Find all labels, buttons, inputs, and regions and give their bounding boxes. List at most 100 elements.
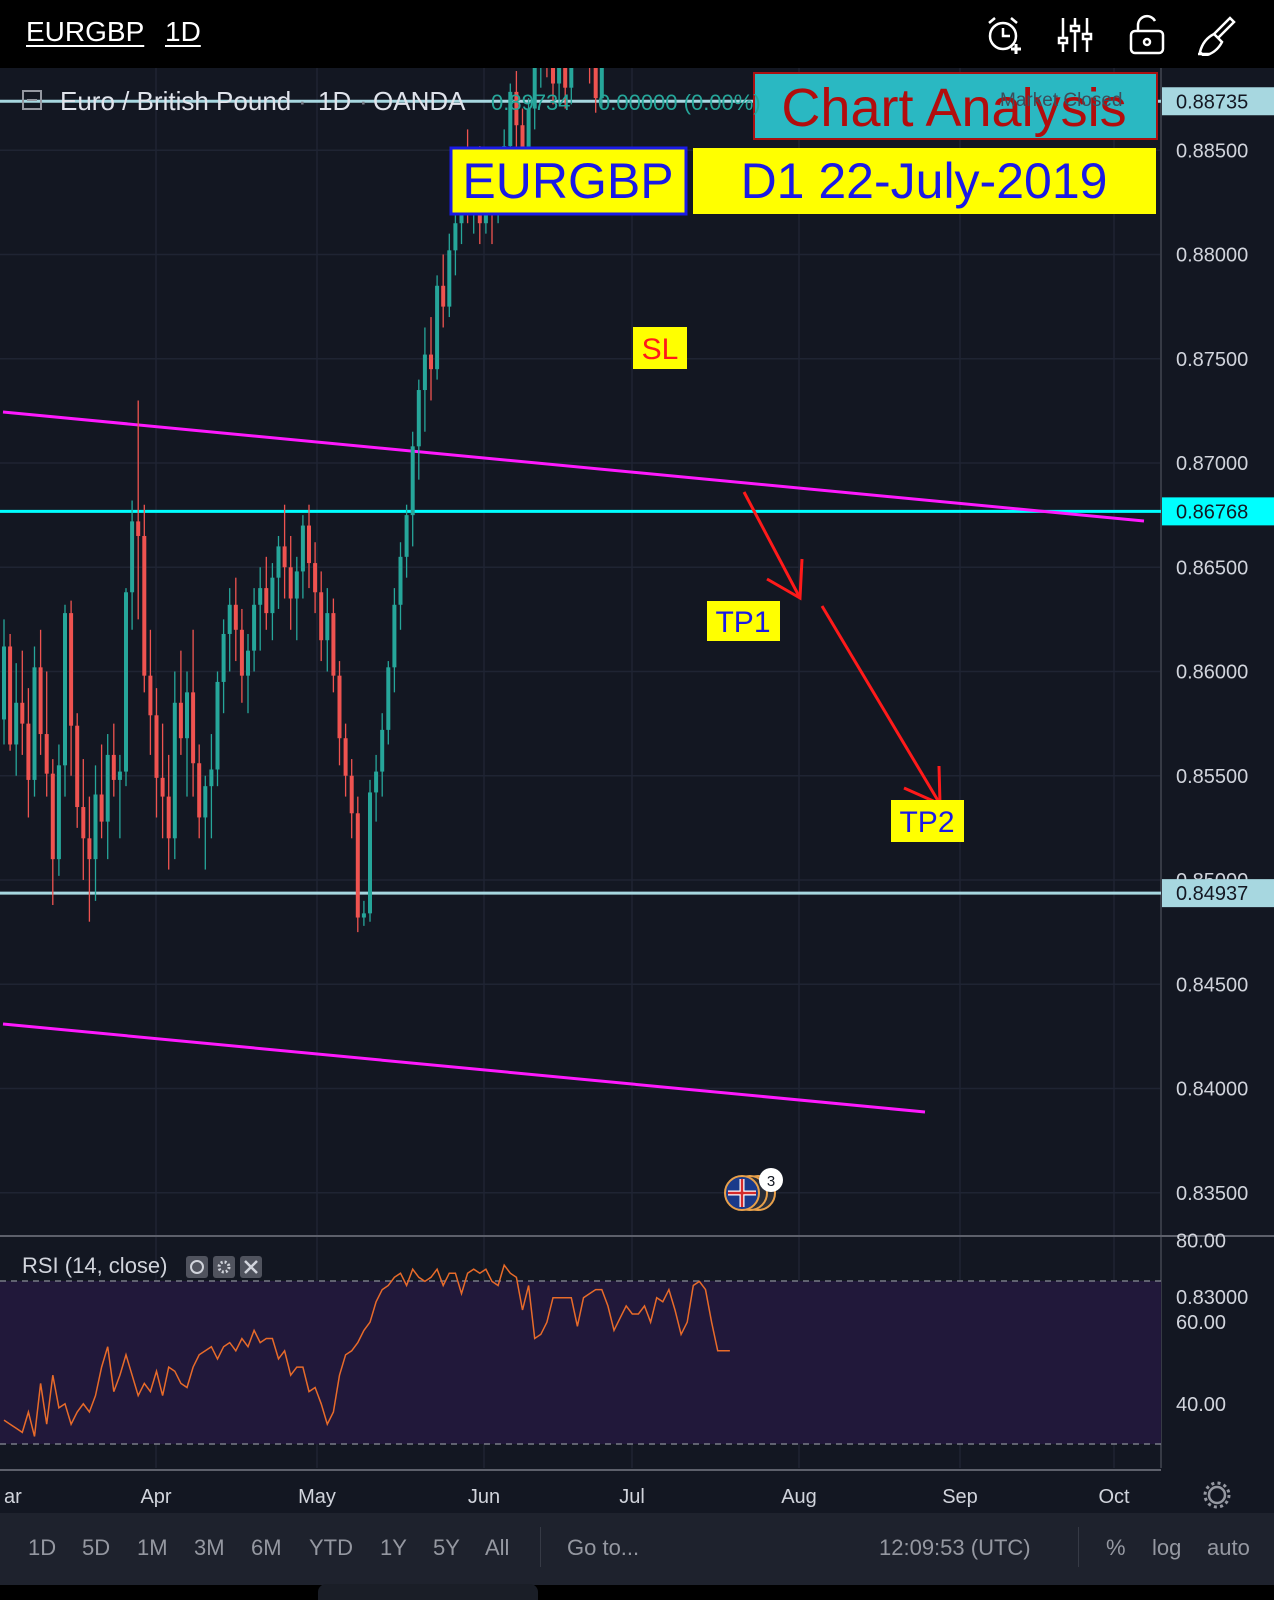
candle[interactable] xyxy=(429,317,433,401)
candle[interactable] xyxy=(398,542,403,630)
tp1-label-box[interactable]: TP1 xyxy=(707,601,780,641)
arrow-to-tp1[interactable] xyxy=(742,491,804,601)
candle[interactable] xyxy=(416,379,421,480)
candle[interactable] xyxy=(392,588,397,693)
candle[interactable] xyxy=(361,900,366,926)
candle[interactable] xyxy=(331,598,336,693)
candle[interactable] xyxy=(105,734,110,860)
candle[interactable] xyxy=(203,775,208,870)
timeframe-selector[interactable]: 1D xyxy=(165,16,201,47)
candle[interactable] xyxy=(99,744,104,839)
candle[interactable] xyxy=(313,542,318,614)
indicators-icon[interactable] xyxy=(1054,14,1096,56)
candle[interactable] xyxy=(386,661,391,745)
alarm-add-icon[interactable] xyxy=(983,14,1025,56)
drawing-icon[interactable] xyxy=(1196,14,1238,58)
candle[interactable] xyxy=(191,629,196,797)
candle[interactable] xyxy=(44,671,49,797)
rsi-close-icon[interactable] xyxy=(240,1256,262,1278)
candle[interactable] xyxy=(435,275,440,380)
candle[interactable] xyxy=(544,8,549,78)
date-label-box[interactable]: D1 22-July-2019 xyxy=(693,148,1156,214)
candle[interactable] xyxy=(233,577,238,662)
range-all[interactable]: All xyxy=(485,1535,510,1560)
candle[interactable] xyxy=(148,629,153,755)
candle[interactable] xyxy=(38,629,43,755)
candle[interactable] xyxy=(380,713,385,797)
arrow-to-tp2[interactable] xyxy=(820,605,942,807)
candle[interactable] xyxy=(117,754,122,839)
range-5y[interactable]: 5Y xyxy=(433,1535,460,1560)
rsi-eye-icon[interactable] xyxy=(186,1256,208,1278)
candle[interactable] xyxy=(63,604,67,797)
candle[interactable] xyxy=(81,759,86,880)
range-1y[interactable]: 1Y xyxy=(380,1535,407,1560)
candle[interactable] xyxy=(26,688,31,818)
candle[interactable] xyxy=(282,504,287,599)
candle[interactable] xyxy=(8,633,13,751)
candle[interactable] xyxy=(20,650,25,755)
candle[interactable] xyxy=(136,400,141,620)
candle[interactable] xyxy=(239,608,244,703)
rsi-pane[interactable]: RSI (14, close) 80.00 60.00 40.00 xyxy=(0,1231,1226,1445)
candle[interactable] xyxy=(325,588,330,672)
collapse-icon[interactable] xyxy=(22,90,42,110)
candle[interactable] xyxy=(69,600,74,776)
candle[interactable] xyxy=(252,588,257,672)
range-1d[interactable]: 1D xyxy=(28,1535,57,1560)
candle[interactable] xyxy=(410,431,415,547)
candle[interactable] xyxy=(288,535,293,630)
percent-toggle[interactable]: % xyxy=(1106,1535,1126,1560)
candle[interactable] xyxy=(75,713,80,828)
range-1m[interactable]: 1M xyxy=(137,1535,168,1560)
candle[interactable] xyxy=(50,759,55,906)
lock-icon[interactable] xyxy=(1126,14,1168,56)
candle[interactable] xyxy=(227,588,232,672)
candle[interactable] xyxy=(447,233,452,318)
candle[interactable] xyxy=(404,504,409,578)
candle[interactable] xyxy=(154,688,159,818)
candle[interactable] xyxy=(441,254,446,328)
candle[interactable] xyxy=(514,71,519,151)
candle[interactable] xyxy=(160,723,165,839)
sl-label-box[interactable]: SL xyxy=(633,327,687,369)
candle[interactable] xyxy=(2,619,6,745)
candle[interactable] xyxy=(32,646,37,797)
candle[interactable] xyxy=(264,556,269,630)
range-6m[interactable]: 6M xyxy=(251,1535,282,1560)
candle[interactable] xyxy=(142,504,147,693)
auto-toggle[interactable]: auto xyxy=(1207,1535,1250,1560)
candle[interactable] xyxy=(130,500,135,630)
candle[interactable] xyxy=(185,671,189,797)
range-ytd[interactable]: YTD xyxy=(309,1535,353,1560)
log-toggle[interactable]: log xyxy=(1152,1535,1182,1560)
candle[interactable] xyxy=(87,796,92,922)
candle[interactable] xyxy=(307,504,311,589)
utc-clock[interactable]: 12:09:53 (UTC) xyxy=(879,1535,1031,1560)
candle[interactable] xyxy=(337,661,342,766)
candle[interactable] xyxy=(349,759,354,839)
candle[interactable] xyxy=(276,535,281,609)
symbol-legend[interactable]: Euro / British Pound · 1D · OANDA 0.8973… xyxy=(22,86,1123,116)
rsi-settings-icon[interactable] xyxy=(213,1256,235,1278)
range-3m[interactable]: 3M xyxy=(194,1535,225,1560)
candle[interactable] xyxy=(172,671,177,860)
candle[interactable] xyxy=(14,663,19,776)
candle[interactable] xyxy=(270,563,275,641)
channel-lower-line[interactable] xyxy=(2,1022,926,1114)
candle[interactable] xyxy=(93,765,98,901)
candle[interactable] xyxy=(215,671,220,787)
candle[interactable] xyxy=(368,779,372,922)
candle[interactable] xyxy=(166,754,171,870)
candle[interactable] xyxy=(221,619,226,714)
candle[interactable] xyxy=(422,327,427,432)
candle[interactable] xyxy=(56,744,61,876)
range-5d[interactable]: 5D xyxy=(82,1535,111,1560)
chart-analysis-box[interactable]: Chart Analysis xyxy=(753,72,1158,140)
candle[interactable] xyxy=(300,515,305,599)
pair-label-box[interactable]: EURGBP xyxy=(449,146,688,216)
goto-button[interactable]: Go to... xyxy=(567,1535,640,1560)
candle[interactable] xyxy=(178,650,183,755)
candle[interactable] xyxy=(246,633,250,714)
candle[interactable] xyxy=(587,0,592,84)
